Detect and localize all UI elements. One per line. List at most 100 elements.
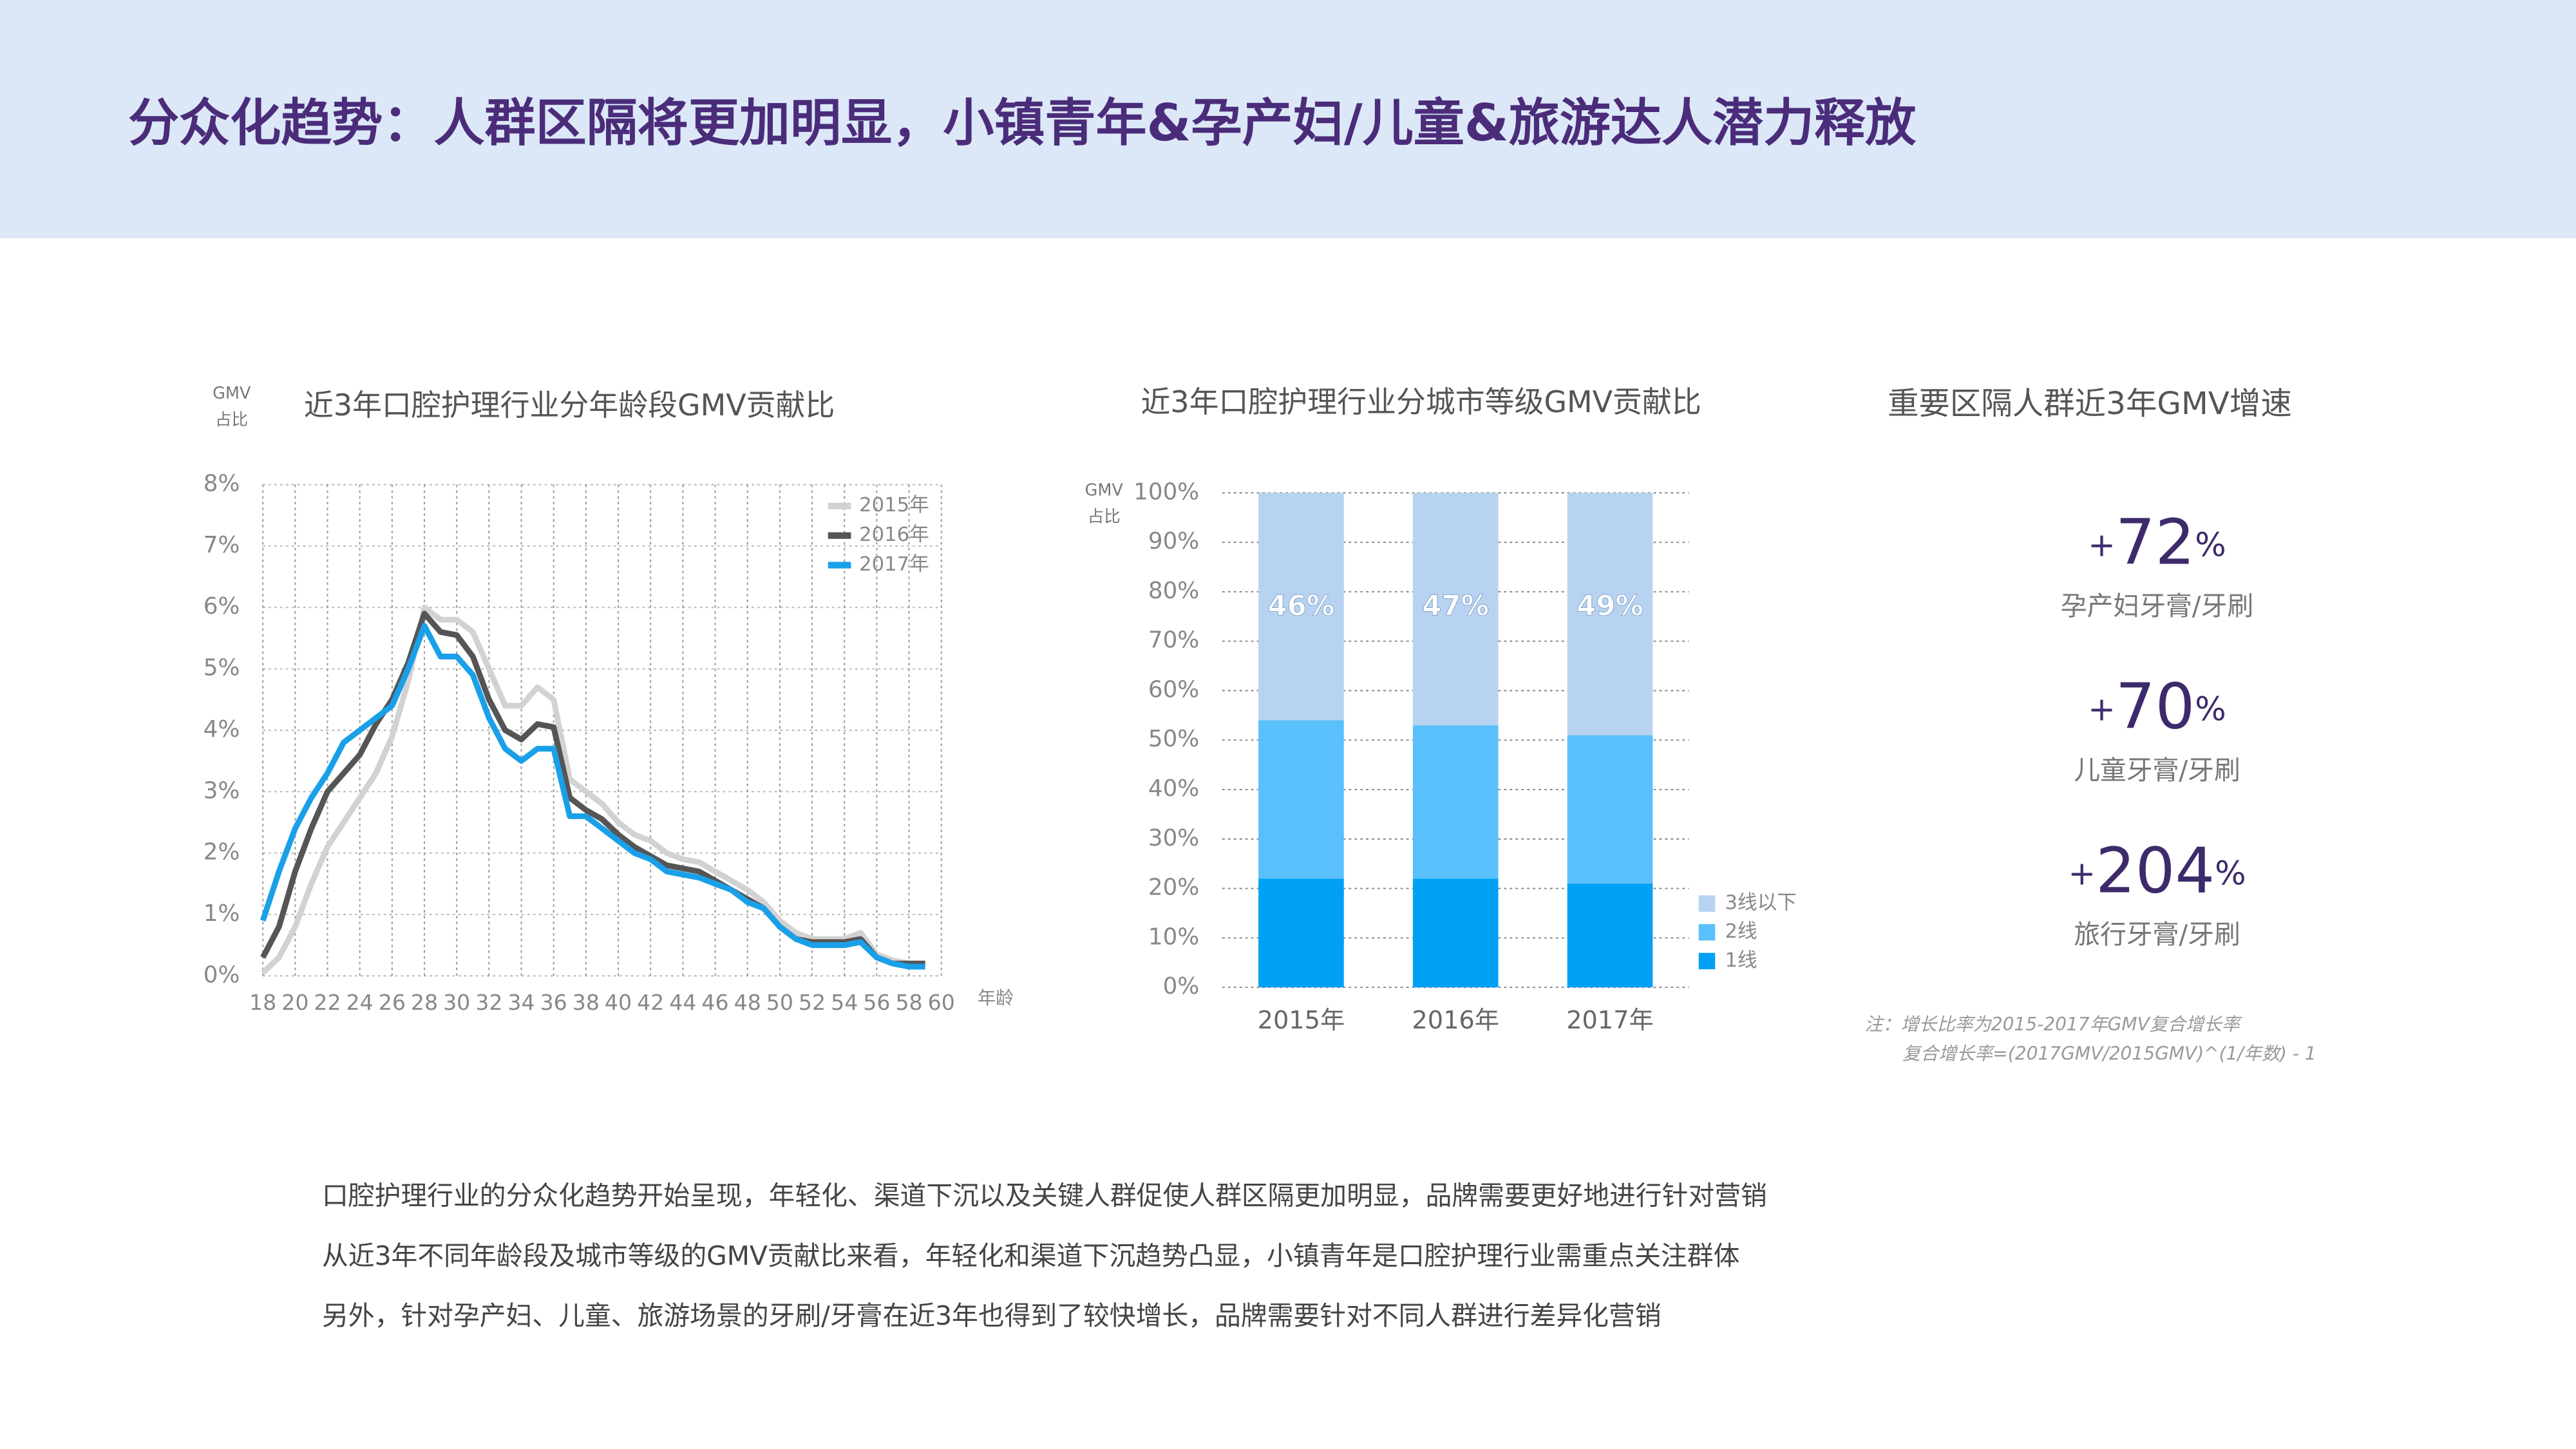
x-tick-label: 50: [766, 990, 793, 1015]
y-tick-label: 100%: [1133, 478, 1199, 505]
x-tick-label: 20: [281, 990, 308, 1015]
legend-swatch: [828, 502, 851, 509]
growth-title: 重要区隔人群近3年GMV增速: [1888, 386, 2292, 422]
growth-value: +204%: [2068, 835, 2246, 907]
x-tick-label: 30: [443, 990, 470, 1015]
bar-segment: [1258, 878, 1344, 988]
legend-label: 3线以下: [1725, 892, 1797, 914]
growth-unit: %: [2215, 855, 2246, 893]
x-tick-label: 58: [895, 990, 922, 1015]
note: 注：增长比率为2015-2017年GMV复合增长率: [1864, 1014, 2242, 1035]
x-axis-label: 年龄: [978, 987, 1014, 1009]
x-tick-label: 24: [346, 990, 374, 1015]
x-tick-label: 54: [831, 990, 858, 1015]
growth-sign: +: [2088, 691, 2116, 729]
legend-swatch: [1698, 923, 1716, 941]
growth-value: +70%: [2088, 670, 2226, 743]
y-tick-label: 60%: [1148, 676, 1199, 703]
data-label: 49%: [1577, 590, 1643, 622]
legend-swatch: [1698, 895, 1716, 912]
growth-number: 72: [2116, 506, 2195, 579]
y-axis-label: GMV: [213, 384, 251, 403]
y-axis-label: 占比: [215, 410, 248, 430]
summary-line: 另外，针对孕产妇、儿童、旅游场景的牙刷/牙膏在近3年也得到了较快增长，品牌需要针…: [322, 1300, 1662, 1331]
y-tick-label: 80%: [1148, 578, 1199, 604]
legend-label: 2线: [1725, 920, 1757, 943]
growth-number: 204: [2096, 835, 2215, 907]
growth-label: 孕产妇牙膏/牙刷: [2061, 591, 2253, 621]
x-tick-label: 60: [928, 990, 955, 1015]
chart-title: 近3年口腔护理行业分年龄段GMV贡献比: [304, 388, 835, 422]
y-tick-label: 10%: [1148, 923, 1199, 950]
bar-segment: [1258, 720, 1344, 879]
y-tick-label: 5%: [204, 655, 240, 681]
legend-swatch: [1698, 952, 1716, 970]
x-tick-label: 40: [605, 990, 632, 1015]
growth-unit: %: [2195, 691, 2226, 729]
y-tick-label: 3%: [204, 777, 240, 804]
bar-segment: [1412, 493, 1499, 726]
growth-label: 儿童牙膏/牙刷: [2074, 755, 2240, 786]
chart-title: 近3年口腔护理行业分城市等级GMV贡献比: [1141, 384, 1701, 419]
x-tick-label: 32: [475, 990, 502, 1015]
growth-sign: +: [2088, 526, 2116, 564]
growth-sign: +: [2068, 855, 2096, 893]
bar-segment: [1567, 883, 1653, 988]
summary-line: 口腔护理行业的分众化趋势开始呈现，年轻化、渠道下沉以及关键人群促使人群区隔更加明…: [322, 1180, 1767, 1211]
y-tick-label: 1%: [204, 900, 240, 927]
x-tick-label: 52: [799, 990, 826, 1015]
legend-label: 2016年: [859, 524, 929, 546]
y-tick-label: 6%: [204, 593, 240, 620]
x-tick-label: 26: [379, 990, 406, 1015]
x-tick-label: 38: [573, 990, 600, 1015]
data-label: 47%: [1422, 590, 1489, 622]
x-tick-label: 2015年: [1258, 1006, 1345, 1035]
growth-number: 70: [2116, 670, 2195, 743]
data-line: [261, 604, 925, 975]
y-tick-label: 7%: [204, 532, 240, 558]
legend-swatch: [828, 562, 851, 569]
x-tick-label: 34: [507, 990, 535, 1015]
bar-segment: [1567, 493, 1653, 735]
y-axis-label: 占比: [1088, 507, 1121, 527]
bar-segment: [1567, 735, 1653, 884]
data-line: [260, 623, 925, 970]
y-tick-label: 40%: [1148, 775, 1199, 802]
growth-value: +72%: [2088, 506, 2226, 579]
y-tick-label: 0%: [204, 961, 240, 988]
x-tick-label: 28: [411, 990, 438, 1015]
bar-segment: [1412, 878, 1499, 988]
data-label: 46%: [1268, 590, 1335, 622]
y-tick-label: 30%: [1148, 825, 1199, 851]
bar-segment: [1258, 493, 1344, 721]
y-tick-label: 20%: [1148, 875, 1199, 901]
legend-label: 2015年: [859, 494, 929, 516]
slide-title: 分众化趋势：人群区隔将更加明显，小镇青年&孕产妇/儿童&旅游达人潜力释放: [128, 93, 1917, 153]
note: 复合增长率=(2017GMV/2015GMV)^(1/年数) - 1: [1902, 1043, 2316, 1065]
y-tick-label: 50%: [1148, 726, 1199, 752]
x-tick-label: 42: [637, 990, 664, 1015]
y-tick-label: 4%: [204, 716, 240, 743]
x-tick-label: 36: [540, 990, 567, 1015]
x-tick-label: 22: [314, 990, 341, 1015]
y-tick-label: 8%: [204, 471, 240, 497]
y-axis-label: GMV: [1085, 481, 1124, 500]
x-tick-label: 2017年: [1566, 1006, 1654, 1035]
x-tick-label: 18: [249, 990, 276, 1015]
legend-label: 2017年: [859, 553, 929, 576]
growth-label: 旅行牙膏/牙刷: [2074, 919, 2240, 950]
y-tick-label: 90%: [1148, 528, 1199, 554]
growth-unit: %: [2195, 526, 2226, 564]
legend-swatch: [828, 532, 851, 539]
summary-line: 从近3年不同年龄段及城市等级的GMV贡献比来看，年轻化和渠道下沉趋势凸显，小镇青…: [322, 1240, 1739, 1271]
y-tick-label: 0%: [1163, 973, 1200, 999]
data-line: [260, 611, 925, 967]
x-tick-label: 46: [701, 990, 728, 1015]
x-tick-label: 44: [669, 990, 696, 1015]
bar-segment: [1412, 725, 1499, 879]
header-band: [0, 0, 2576, 238]
legend-label: 1线: [1725, 949, 1757, 972]
y-tick-label: 2%: [204, 839, 240, 866]
